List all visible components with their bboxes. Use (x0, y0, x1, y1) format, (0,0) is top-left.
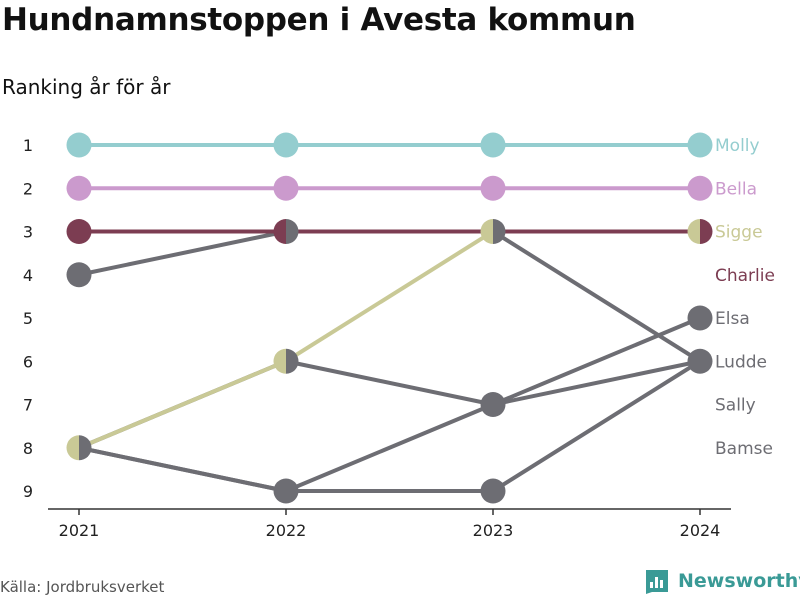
y-tick-label: 2 (23, 179, 33, 198)
rank-marker (687, 175, 713, 201)
series-line-sigge (77, 229, 702, 450)
series-line-bamse (77, 359, 702, 493)
bump-chart: 2021 2022 2023 2024 1 2 3 4 5 6 7 8 9 Molly Bella Sigge… (23, 132, 775, 540)
rank-marker (273, 478, 299, 504)
series-label-sally: Sally (715, 396, 756, 416)
rank-marker (66, 175, 92, 201)
series-label-bamse: Bamse (715, 439, 773, 459)
rank-marker (687, 305, 713, 331)
y-tick-label: 3 (23, 223, 33, 242)
rank-marker (273, 132, 299, 158)
rank-marker (687, 132, 713, 158)
rank-marker (480, 219, 493, 244)
brand-name: Newsworthy (678, 570, 800, 592)
series-label-charlie: Charlie (715, 266, 775, 286)
y-tick-label: 4 (23, 266, 33, 285)
x-tick-label: 2024 (680, 521, 721, 540)
rank-marker (480, 478, 506, 504)
y-tick-label: 9 (23, 482, 33, 501)
rank-marker (480, 132, 506, 158)
rank-marker (66, 132, 92, 158)
y-tick-label: 8 (23, 439, 33, 458)
series-line-sally (77, 359, 702, 450)
series-label-ludde: Ludde (715, 352, 767, 372)
y-tick-label: 5 (23, 309, 33, 328)
rank-marker (480, 392, 506, 417)
rank-marker (66, 435, 79, 461)
rank-marker (66, 219, 92, 244)
rank-marker (273, 219, 286, 244)
y-tick-label: 1 (23, 136, 33, 155)
series-label-molly: Molly (715, 136, 760, 156)
y-tick-label: 7 (23, 396, 33, 415)
source-note: Källa: Jordbruksverket (0, 578, 165, 596)
rank-marker (687, 219, 700, 244)
chart-subtitle: Ranking år för år (2, 75, 171, 99)
newsworthy-logo-icon (646, 570, 668, 594)
chart-title: Hundnamnstoppen i Avesta kommun (2, 2, 636, 38)
series-line-elsa (77, 316, 702, 493)
brand-logo: Newsworthy (644, 568, 800, 594)
series-label-elsa: Elsa (715, 309, 750, 329)
rank-marker (66, 262, 92, 288)
rank-marker (273, 175, 299, 201)
rank-marker (493, 219, 506, 244)
x-tick-label: 2021 (59, 521, 100, 540)
y-tick-label: 6 (23, 352, 33, 371)
series-label-sigge: Sigge (715, 223, 763, 243)
rank-marker (286, 219, 299, 244)
rank-marker (700, 219, 713, 244)
rank-marker (273, 348, 286, 374)
x-tick-label: 2023 (473, 521, 514, 540)
rank-marker (687, 348, 713, 374)
rank-marker (79, 435, 92, 461)
x-tick-label: 2022 (266, 521, 307, 540)
rank-marker (480, 175, 506, 201)
rank-marker (286, 348, 299, 374)
series-label-bella: Bella (715, 179, 757, 199)
